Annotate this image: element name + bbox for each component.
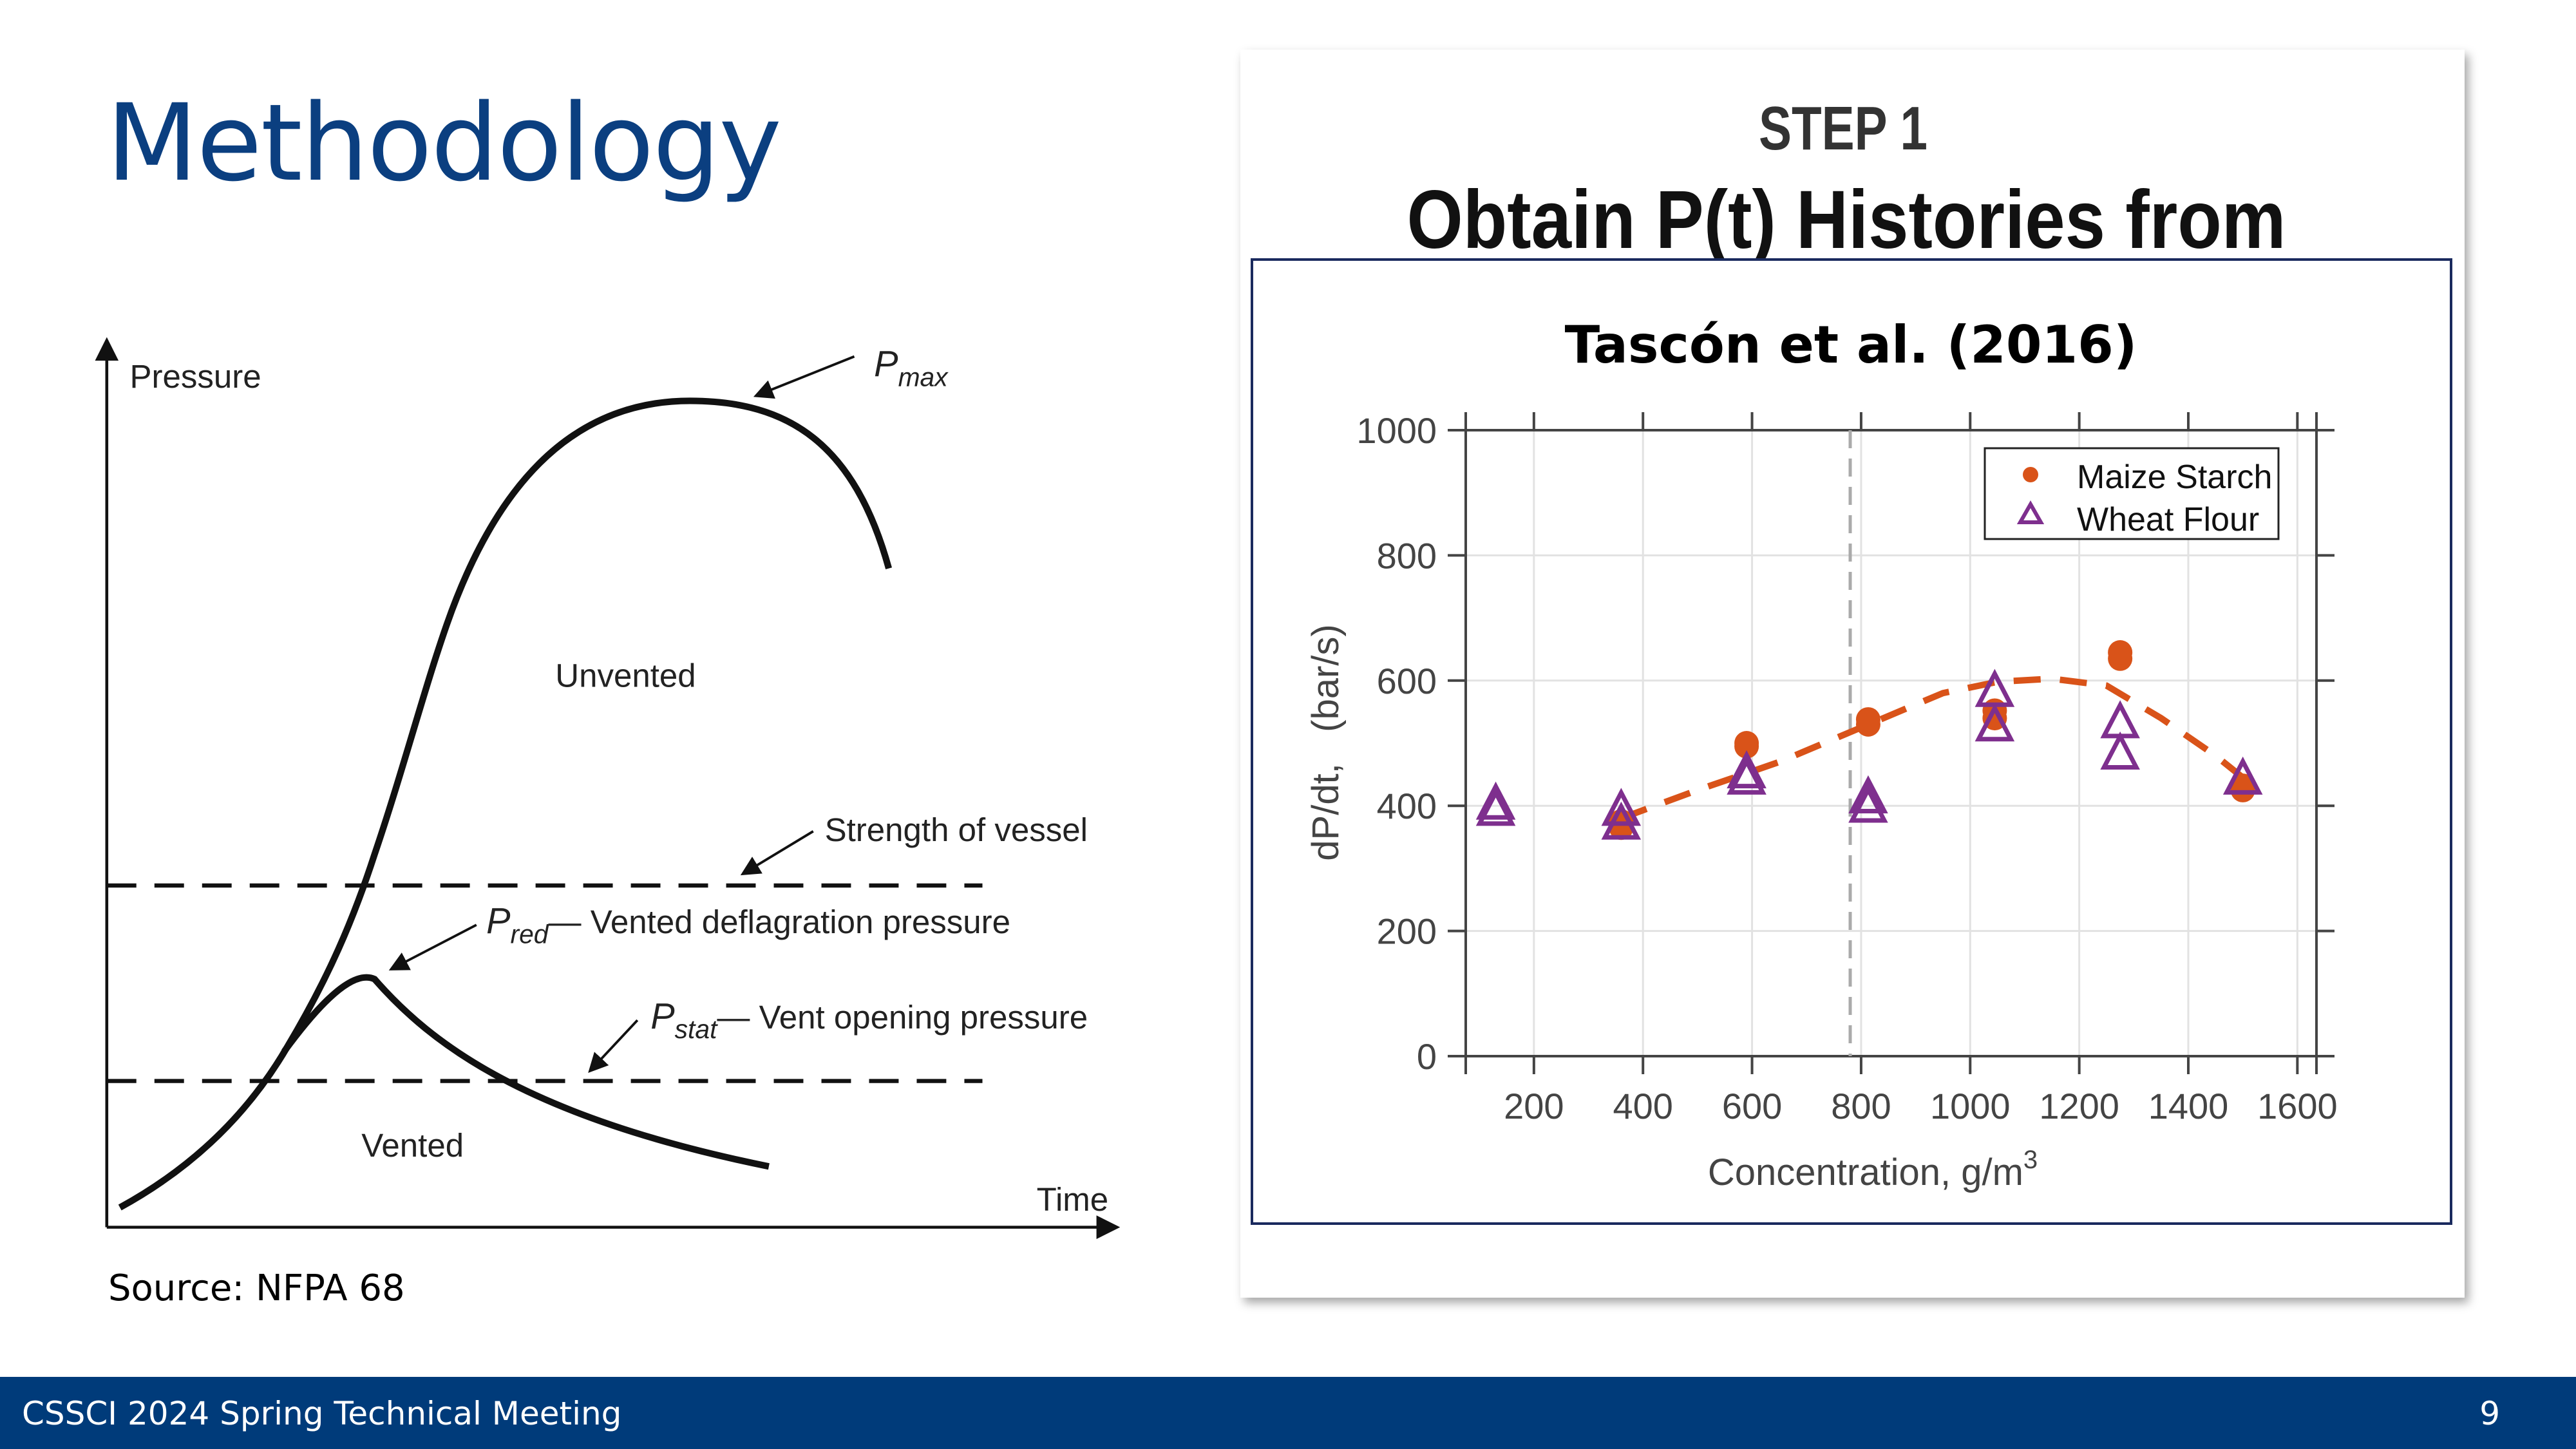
pmax-sub: max	[898, 362, 949, 392]
step-label: STEP 1	[1759, 94, 1927, 163]
y-axis-label: dP/dt, (bar/s)	[1305, 624, 1347, 860]
y-tick-label: 800	[1377, 535, 1437, 576]
wheat-flour-point	[1727, 750, 1766, 789]
strength-label: Strength of vessel	[825, 811, 1088, 848]
pstat-arrow	[588, 1019, 639, 1074]
x-axis-label-sup: 3	[2023, 1146, 2038, 1174]
pmax-label: Pmax	[874, 343, 949, 392]
slide-title: Methodology	[106, 81, 782, 205]
pressure-label: Pressure	[130, 358, 261, 395]
x-tick-label: 1200	[2039, 1086, 2119, 1126]
page-number: 9	[2479, 1395, 2500, 1432]
wheat-flour-point	[1601, 801, 1642, 840]
legend: Maize Starch Wheat Flour	[1984, 447, 2280, 540]
x-axis-label: Concentration, g/m3	[1708, 1146, 2038, 1193]
wheat-flour-point	[1975, 703, 2015, 742]
strength-arrow	[740, 830, 814, 876]
wheat-flour-point	[2100, 731, 2140, 770]
vented-curve	[281, 974, 770, 1170]
wheat-flour-point	[1848, 784, 1888, 823]
x-tick-label: 800	[1831, 1086, 1891, 1126]
legend-marker-maize-starch	[2023, 467, 2038, 482]
y-tick-label: 200	[1377, 911, 1437, 952]
footer-bar: CSSCI 2024 Spring Technical Meeting 9	[0, 1377, 2576, 1449]
y-tick-label: 400	[1377, 786, 1437, 826]
source-caption: Source: NFPA 68	[108, 1267, 405, 1309]
pstat-p: P	[650, 996, 675, 1036]
pred-sub: red	[511, 919, 549, 949]
pred-arrow	[388, 923, 477, 971]
x-axis-label-text: Concentration, g/m	[1708, 1151, 2023, 1193]
wheat-flour-point	[1475, 788, 1516, 826]
legend-label-maize-starch: Maize Starch	[2077, 459, 2272, 496]
footer-meeting-name: CSSCI 2024 Spring Technical Meeting	[22, 1395, 622, 1432]
pstat-label: Pstat— Vent opening pressure	[650, 996, 1088, 1044]
time-label: Time	[1037, 1181, 1108, 1218]
y-tick-label: 1000	[1356, 410, 1437, 451]
wheat-flour-point	[1848, 775, 1888, 813]
x-tick-label: 1600	[2257, 1086, 2338, 1126]
pmax-p: P	[874, 343, 898, 384]
unvented-label: Unvented	[555, 657, 696, 694]
y-tick-label: 600	[1377, 661, 1437, 701]
legend-box	[1984, 447, 2280, 540]
wheat-flour-point	[1475, 781, 1516, 820]
vented-label: Vented	[361, 1127, 464, 1164]
chart-title: Tascón et al. (2016)	[1565, 315, 2137, 375]
pred-text: — Vented deflagration pressure	[549, 904, 1011, 940]
wheat-flour-point	[1601, 788, 1642, 826]
x-tick-label: 1400	[2148, 1086, 2229, 1126]
wheat-flour-point	[2222, 756, 2263, 795]
maize-starch-point	[2108, 640, 2133, 665]
pred-label: Pred— Vented deflagration pressure	[486, 900, 1010, 949]
pstat-text: — Vent opening pressure	[717, 999, 1088, 1036]
x-tick-label: 1000	[1930, 1086, 2011, 1126]
unvented-curve	[118, 397, 893, 1211]
legend-marker-wheat-flour	[2016, 500, 2045, 524]
wheat-flour-point	[1727, 756, 1766, 795]
x-tick-label: 600	[1722, 1086, 1782, 1126]
pmax-arrow	[753, 355, 855, 399]
pstat-sub: stat	[675, 1014, 718, 1044]
legend-label-wheat-flour: Wheat Flour	[2077, 501, 2259, 538]
x-tick-label: 200	[1504, 1086, 1564, 1126]
y-tick-label: 0	[1417, 1036, 1437, 1077]
maize-starch-point	[1734, 731, 1759, 755]
maize-starch-point	[1855, 707, 1880, 732]
chart-frame	[1251, 258, 2452, 1225]
step-heading: Obtain P(t) Histories from	[1407, 174, 2286, 266]
pred-p: P	[486, 900, 511, 941]
x-tick-label: 400	[1613, 1086, 1672, 1126]
